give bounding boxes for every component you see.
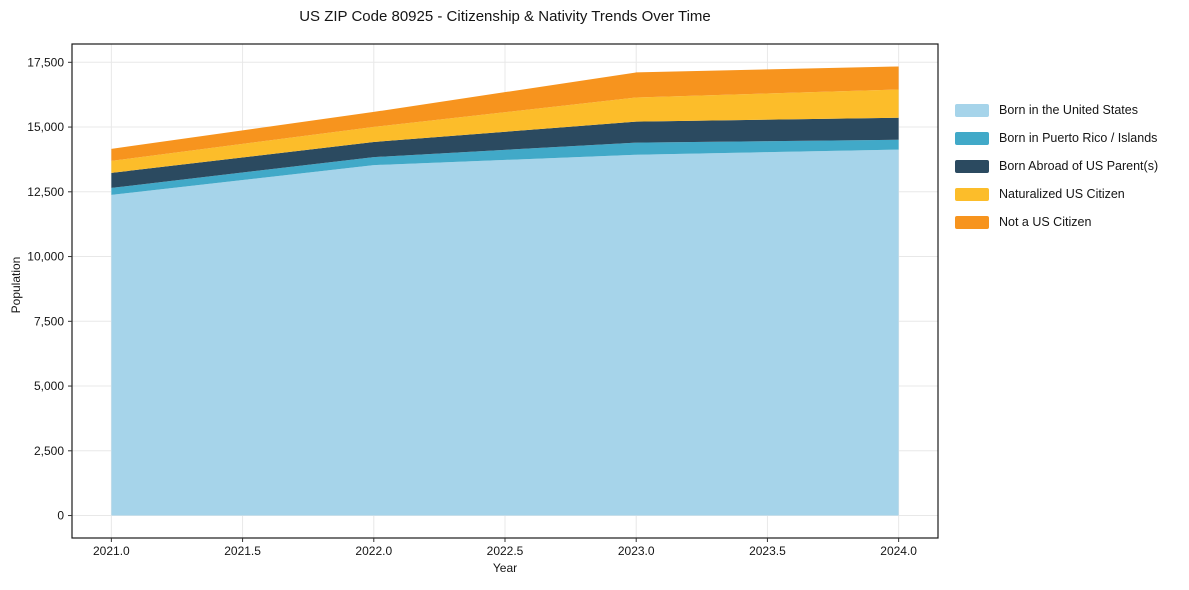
legend-label: Naturalized US Citizen [999, 187, 1125, 201]
legend-label: Born in Puerto Rico / Islands [999, 131, 1158, 145]
x-tick-label: 2023.0 [618, 544, 655, 558]
area-not-a-us-citizen [111, 66, 899, 161]
y-tick-label: 15,000 [27, 120, 64, 134]
area-born-in-the-united-states [111, 149, 899, 516]
legend-item-naturalized-us-citizen: Naturalized US Citizen [955, 187, 1158, 201]
y-tick-label: 12,500 [27, 185, 64, 199]
x-tick-label: 2021.5 [224, 544, 261, 558]
legend-swatch [955, 103, 989, 117]
legend-item-not-a-us-citizen: Not a US Citizen [955, 215, 1158, 229]
x-tick-label: 2022.5 [487, 544, 524, 558]
legend-swatch [955, 215, 989, 229]
legend-item-born-in-puerto-rico-islands: Born in Puerto Rico / Islands [955, 131, 1158, 145]
y-tick-label: 2,500 [34, 444, 64, 458]
legend-item-born-in-the-united-states: Born in the United States [955, 103, 1158, 117]
y-tick-label: 7,500 [34, 314, 64, 328]
y-axis-title: Population [9, 256, 23, 314]
legend: Born in the United States Born in Puerto … [955, 103, 1158, 229]
legend-label: Not a US Citizen [999, 215, 1092, 229]
y-tick-label: 0 [57, 509, 64, 523]
chart-title: US ZIP Code 80925 - Citizenship & Nativi… [299, 8, 711, 25]
y-tick-label: 10,000 [27, 250, 64, 264]
legend-swatch [955, 159, 989, 173]
x-tick-label: 2022.0 [355, 544, 392, 558]
x-tick-label: 2023.5 [749, 544, 786, 558]
legend-swatch [955, 187, 989, 201]
area-naturalized-us-citizen [111, 89, 899, 173]
x-tick-label: 2024.0 [880, 544, 917, 558]
legend-label: Born Abroad of US Parent(s) [999, 159, 1159, 173]
area-born-abroad-of-us-parent-s [111, 117, 899, 188]
legend-swatch [955, 131, 989, 145]
legend-label: Born in the United States [999, 103, 1138, 117]
y-tick-label: 17,500 [27, 55, 64, 69]
x-axis-title: Year [492, 561, 518, 575]
y-tick-label: 5,000 [34, 379, 64, 393]
legend-item-born-abroad-of-us-parent-s: Born Abroad of US Parent(s) [955, 159, 1158, 173]
area-born-in-puerto-rico-islands [111, 139, 899, 195]
x-tick-label: 2021.0 [93, 544, 130, 558]
